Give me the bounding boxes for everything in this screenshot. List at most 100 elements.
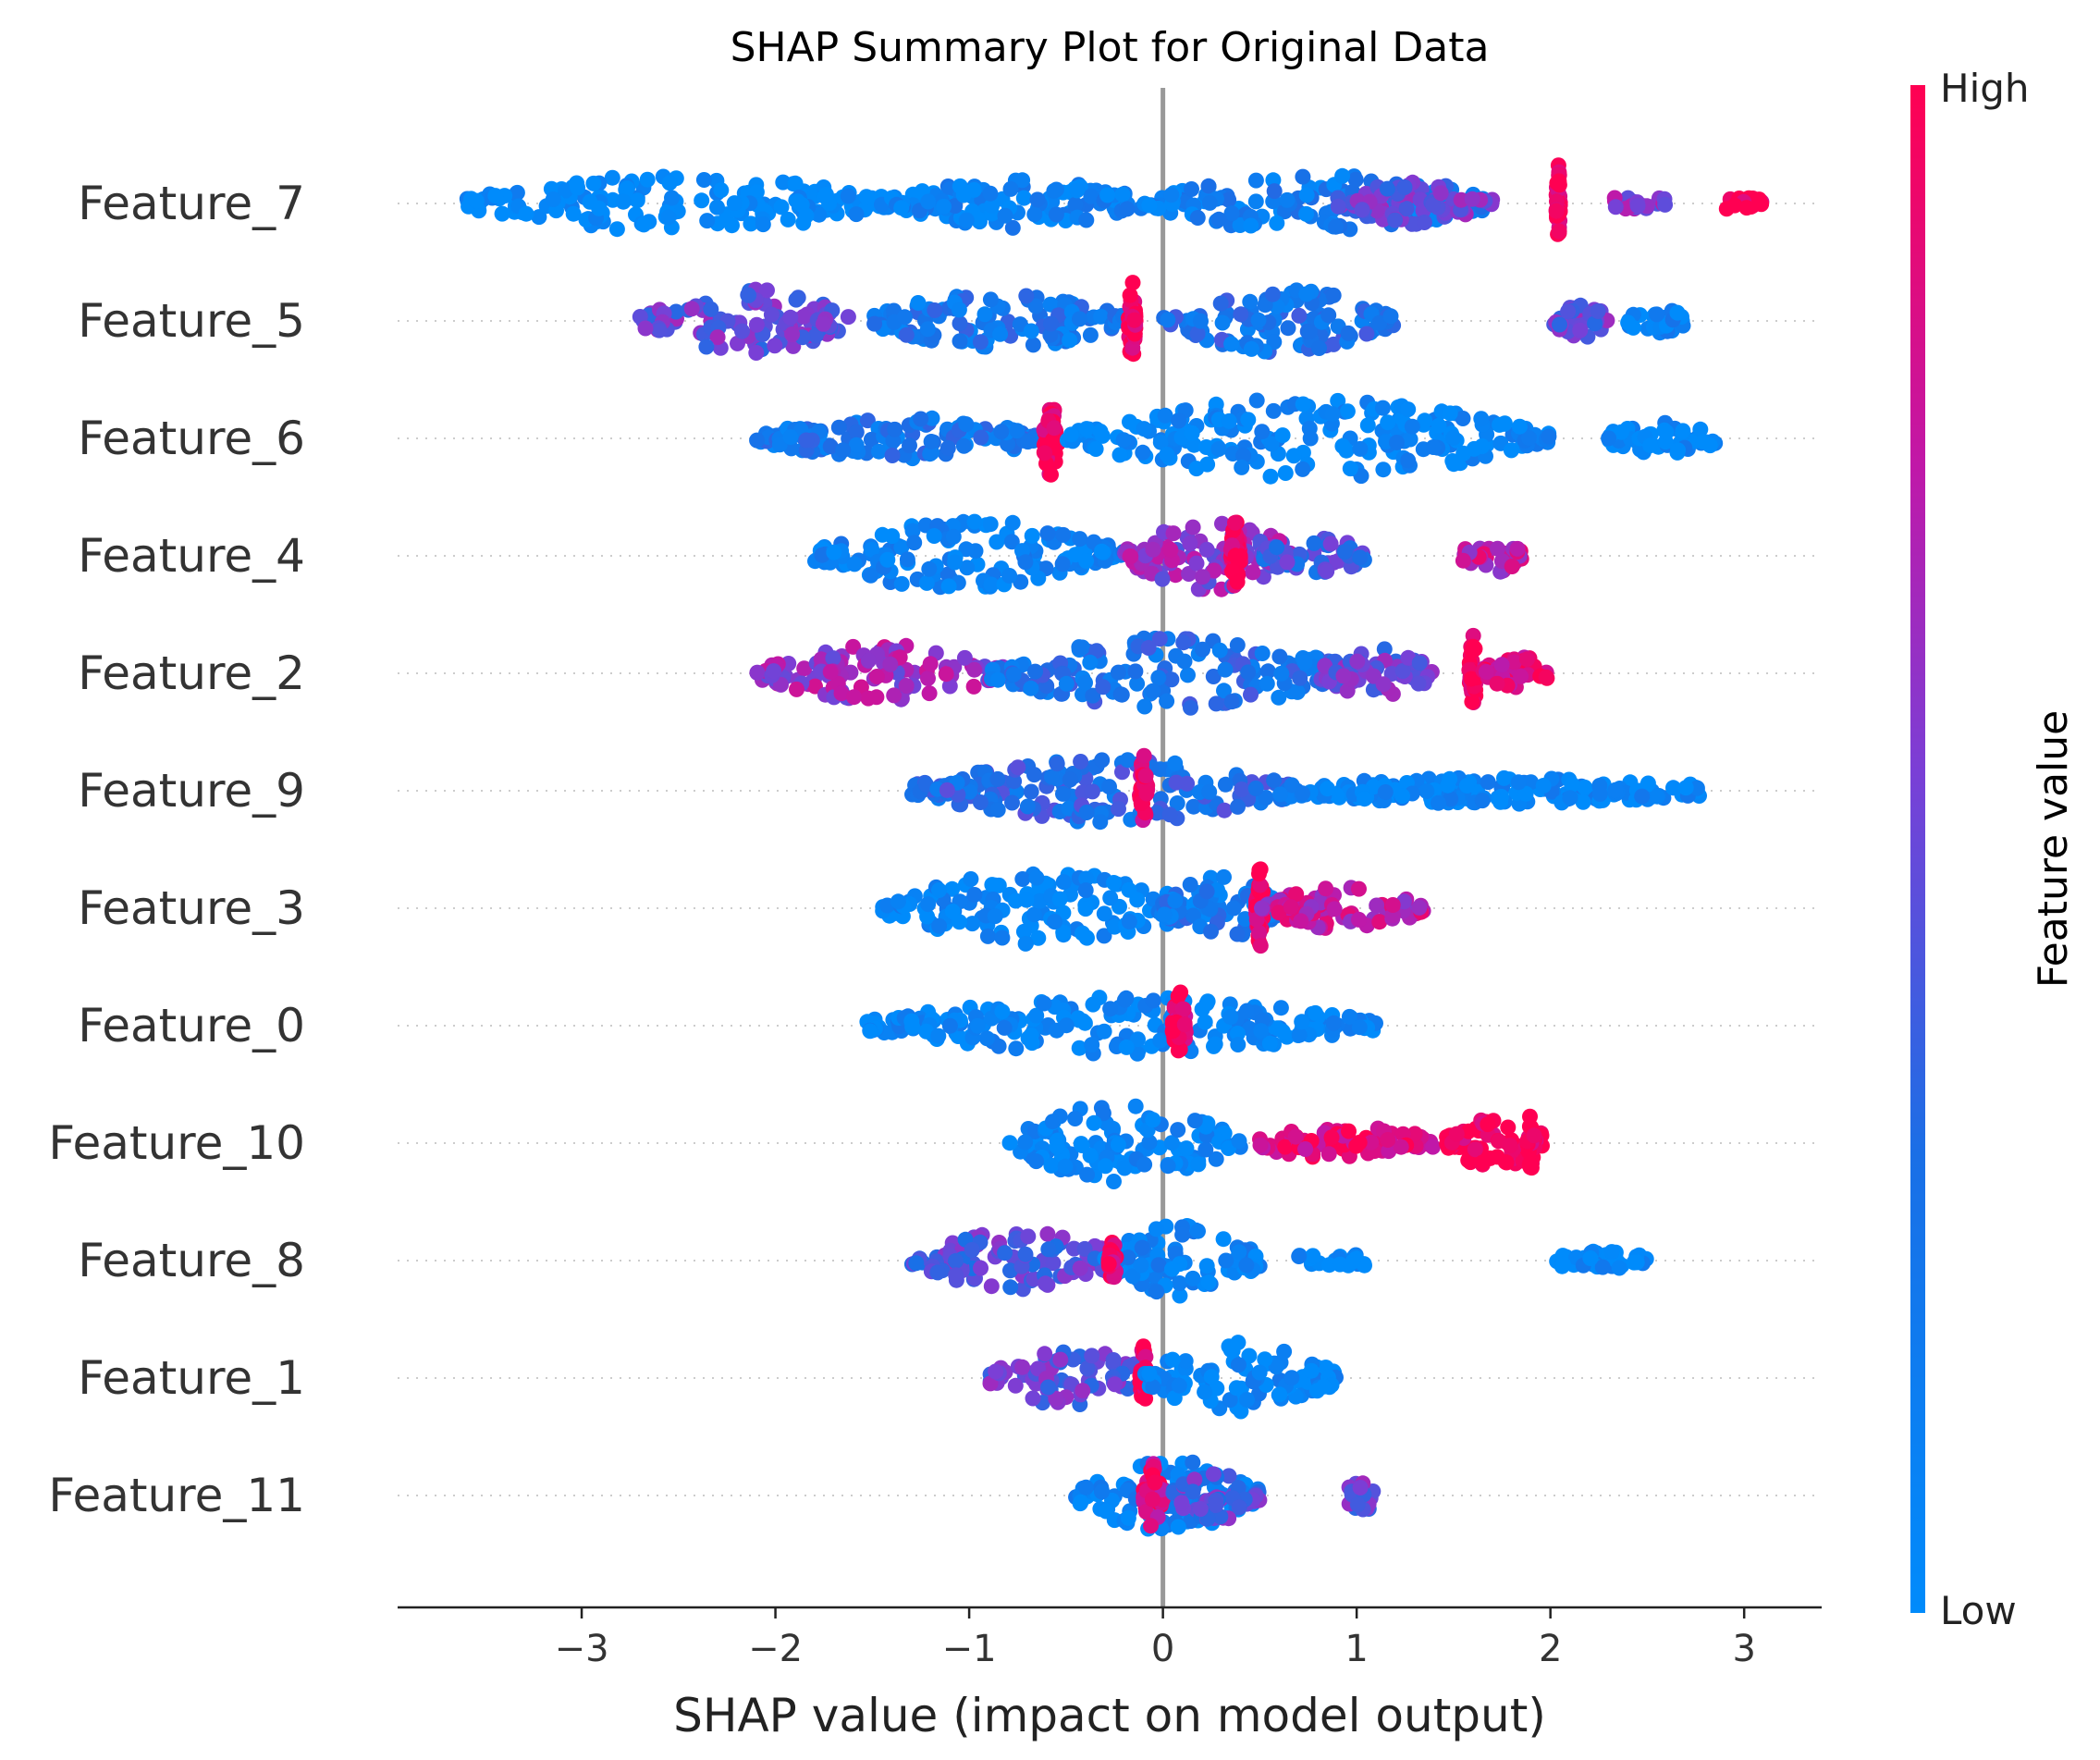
- shap-point: [1092, 814, 1109, 831]
- shap-point: [1695, 434, 1712, 449]
- shap-point: [1172, 1287, 1188, 1304]
- colorbar: [1910, 85, 1925, 1613]
- shap-point: [1143, 1518, 1159, 1534]
- shap-point: [984, 198, 1001, 214]
- shap-point: [1185, 519, 1201, 535]
- shap-point: [1189, 210, 1206, 226]
- shap-point: [939, 782, 955, 798]
- shap-point: [1262, 468, 1279, 485]
- shap-point: [743, 215, 759, 232]
- shap-point: [813, 651, 829, 668]
- shap-point: [1251, 862, 1268, 879]
- shap-point: [1230, 1335, 1246, 1351]
- shap-point: [1151, 631, 1168, 647]
- shap-point: [1298, 187, 1315, 203]
- shap-point: [1203, 1369, 1220, 1385]
- shap-point: [1375, 462, 1392, 478]
- shap-point: [1348, 1138, 1365, 1154]
- shap-point: [545, 191, 561, 207]
- shap-point: [1541, 428, 1557, 445]
- shap-point: [1223, 336, 1240, 352]
- shap-point: [1225, 900, 1242, 917]
- shap-point: [741, 287, 757, 303]
- shap-point: [1062, 332, 1078, 349]
- shap-point: [1607, 782, 1624, 798]
- shap-point: [846, 556, 863, 572]
- shap-point: [972, 334, 989, 351]
- shap-point: [1234, 459, 1250, 475]
- shap-point: [1247, 193, 1264, 210]
- shap-point: [780, 211, 796, 228]
- shap-point: [1269, 215, 1285, 231]
- shap-point: [1642, 437, 1659, 454]
- shap-point: [1075, 925, 1090, 942]
- shap-point: [698, 338, 715, 355]
- shap-point: [1526, 1127, 1542, 1144]
- shap-point: [807, 327, 824, 344]
- shap-point: [763, 306, 780, 323]
- shap-point: [1521, 430, 1537, 447]
- shap-point: [1342, 461, 1358, 477]
- shap-point: [1295, 168, 1311, 185]
- shap-point: [1096, 1023, 1112, 1040]
- shap-point: [1093, 308, 1109, 325]
- shap-point: [959, 560, 976, 576]
- shap-point: [1279, 191, 1296, 208]
- shap-point: [938, 666, 954, 683]
- shap-point: [1377, 784, 1394, 800]
- shap-point: [1178, 1140, 1195, 1157]
- shap-point: [822, 664, 839, 680]
- shap-point: [1460, 1123, 1477, 1139]
- shap-point: [1502, 1138, 1518, 1154]
- shap-point: [1135, 444, 1151, 461]
- shap-point: [1258, 790, 1274, 806]
- shap-point: [952, 315, 968, 332]
- shap-point: [1037, 1346, 1053, 1362]
- shap-point: [817, 186, 834, 203]
- shap-point: [833, 685, 850, 702]
- shap-point: [1004, 219, 1021, 236]
- shap-point: [1186, 1471, 1203, 1488]
- shap-point: [1425, 1138, 1441, 1155]
- shap-point: [1052, 1351, 1069, 1368]
- shap-point: [1078, 870, 1095, 887]
- shap-point: [1017, 1246, 1034, 1262]
- shap-point: [958, 416, 975, 433]
- shap-point: [1014, 1359, 1031, 1375]
- shap-point: [1166, 1390, 1183, 1407]
- shap-point: [1229, 573, 1246, 590]
- feature-label: Feature_10: [48, 1116, 305, 1170]
- shap-point: [884, 448, 901, 463]
- shap-point: [931, 917, 948, 934]
- shap-point: [874, 526, 890, 543]
- shap-point: [1167, 755, 1184, 771]
- shap-point: [795, 308, 812, 325]
- shap-point: [941, 1017, 958, 1034]
- shap-point: [1130, 1031, 1146, 1048]
- shap-point: [1233, 306, 1249, 323]
- shap-point: [1316, 1378, 1332, 1395]
- shap-point: [1078, 805, 1095, 820]
- shap-point: [1005, 666, 1022, 683]
- shap-point: [1055, 924, 1072, 941]
- shap-point: [886, 687, 903, 704]
- shap-point: [1201, 783, 1218, 800]
- shap-point: [1245, 564, 1261, 581]
- shap-point: [1208, 1497, 1224, 1513]
- shap-point: [1272, 786, 1288, 803]
- shap-point: [1371, 914, 1388, 930]
- shap-point: [1411, 655, 1428, 671]
- shap-point: [955, 187, 972, 203]
- shap-point: [518, 205, 534, 222]
- shap-point: [1124, 275, 1141, 291]
- shap-point: [1513, 668, 1529, 684]
- shap-point: [1189, 326, 1206, 342]
- shap-point: [1136, 747, 1152, 764]
- shap-point: [1075, 1383, 1091, 1399]
- shap-point: [1241, 1348, 1258, 1364]
- shap-point: [1173, 1495, 1190, 1511]
- shap-point: [845, 638, 862, 655]
- shap-point: [993, 424, 1010, 440]
- shap-point: [1075, 1013, 1091, 1029]
- shap-point: [1283, 899, 1299, 916]
